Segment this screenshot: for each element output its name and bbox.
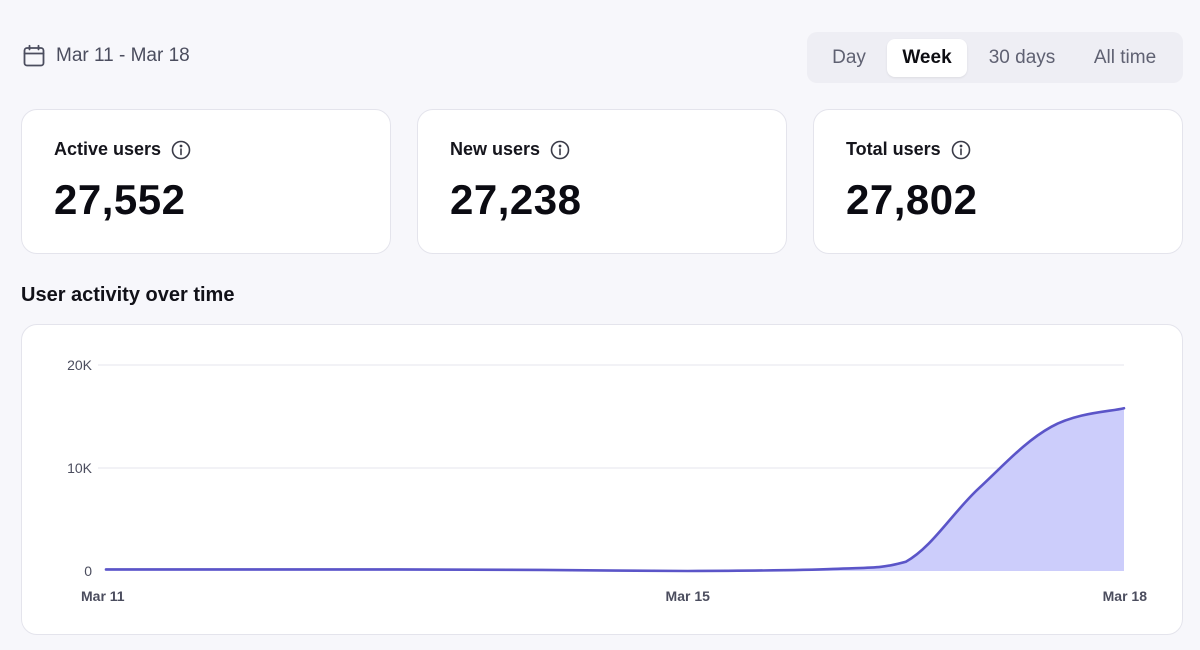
stat-value: 27,238 <box>450 176 582 223</box>
user-activity-chart: 0 10K 20K Mar 11 Mar 15 Mar 18 <box>67 357 1148 604</box>
stat-value: 27,552 <box>54 176 186 223</box>
range-tab-day[interactable]: Day <box>832 46 866 68</box>
range-tab-week[interactable]: Week <box>887 38 967 77</box>
range-tab-30-days[interactable]: 30 days <box>988 46 1056 68</box>
dashboard-header: Mar 11 - Mar 18 Day Week 30 days All tim… <box>0 0 1200 110</box>
stat-label: New users <box>450 139 541 159</box>
range-segmented-control: Day Week 30 days All time <box>807 32 1183 83</box>
area-fill <box>106 408 1124 571</box>
y-tick-label: 20K <box>67 357 93 373</box>
stat-label: Active users <box>54 139 162 159</box>
stat-label: Total users <box>846 139 941 159</box>
user-activity-chart-card: 0 10K 20K Mar 11 Mar 15 Mar 18 <box>21 324 1183 635</box>
y-tick-label: 0 <box>84 563 92 579</box>
date-range-label: Mar 11 - Mar 18 <box>56 45 190 66</box>
range-tab-all-time[interactable]: All time <box>1093 46 1157 68</box>
info-icon[interactable] <box>550 140 570 160</box>
x-tick-label: Mar 11 <box>81 588 125 604</box>
stat-card-new-users: New users 27,238 <box>417 109 787 254</box>
section-title: User activity over time <box>21 284 235 306</box>
y-tick-label: 10K <box>67 460 93 476</box>
stat-value: 27,802 <box>846 176 978 223</box>
stat-card-total-users: Total users 27,802 <box>813 109 1183 254</box>
info-icon[interactable] <box>171 140 191 160</box>
series-line <box>104 406 1126 573</box>
stat-card-active-users: Active users 27,552 <box>21 109 391 254</box>
x-tick-label: Mar 18 <box>1103 588 1148 604</box>
date-range-picker[interactable]: Mar 11 - Mar 18 <box>22 44 190 68</box>
calendar-icon <box>22 44 46 68</box>
x-tick-label: Mar 15 <box>666 588 711 604</box>
info-icon[interactable] <box>951 140 971 160</box>
